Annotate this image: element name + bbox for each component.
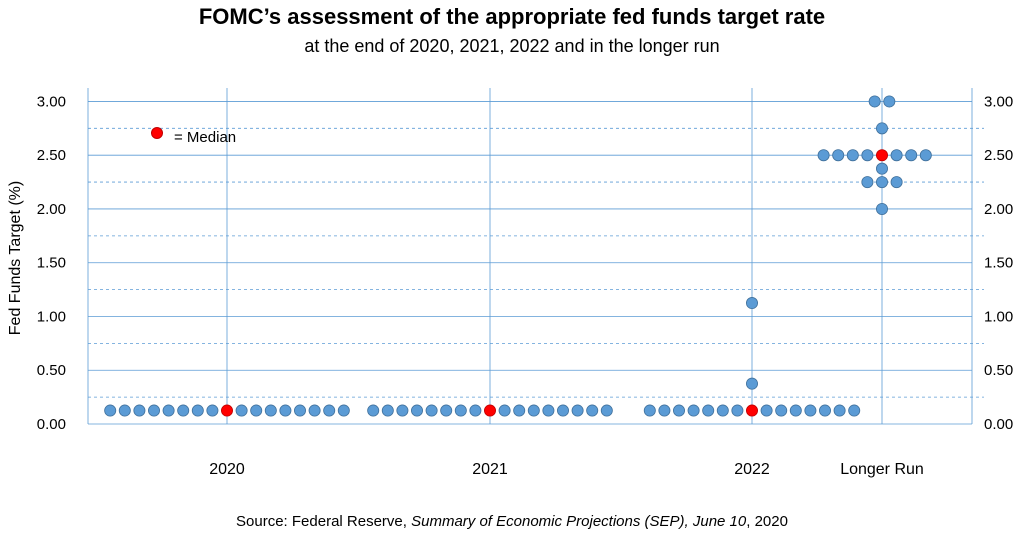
projection-dot <box>235 404 248 417</box>
source-suffix: , 2020 <box>746 513 788 530</box>
projection-dot <box>861 176 874 189</box>
axes: 0.00 0.50 1.00 1.50 2.00 2.50 3.00 0.00 0.50 1.00… <box>7 88 1013 478</box>
projection-dot <box>876 122 889 135</box>
y-tick-label-left: 2.00 <box>37 201 66 218</box>
y-tick-label-left: 3.00 <box>37 93 66 110</box>
y-tick-label-right: 1.00 <box>984 308 1013 325</box>
median-dot <box>220 404 233 417</box>
projection-dot <box>833 404 846 417</box>
projection-dot <box>817 149 830 162</box>
y-tick-label-right: 0.00 <box>984 416 1013 433</box>
y-tick-label-left: 0.50 <box>37 362 66 379</box>
chart-title: FOMC’s assessment of the appropriate fed… <box>198 4 826 29</box>
projection-dot <box>513 404 526 417</box>
projection-dot <box>760 404 773 417</box>
legend-median-marker <box>151 127 163 139</box>
projection-dot <box>876 162 889 175</box>
chart-subtitle: at the end of 2020, 2021, 2022 and in th… <box>304 36 720 56</box>
projection-dot <box>469 404 482 417</box>
y-axis-title: Fed Funds Target (%) <box>7 181 24 335</box>
projection-dot <box>890 176 903 189</box>
projection-dot <box>454 404 467 417</box>
y-tick-label-right: 3.00 <box>984 93 1013 110</box>
projection-dot <box>832 149 845 162</box>
projection-dot <box>848 404 861 417</box>
projection-dot <box>279 404 292 417</box>
projection-dot <box>337 404 350 417</box>
projection-dot <box>876 176 889 189</box>
projection-dot <box>861 149 874 162</box>
projection-dot <box>868 95 881 108</box>
projection-dot <box>746 297 759 310</box>
y-tick-label-left: 1.50 <box>37 255 66 272</box>
projection-dot <box>890 149 903 162</box>
projection-dot <box>905 149 918 162</box>
projection-dot <box>883 95 896 108</box>
projection-dot <box>716 404 729 417</box>
projection-dot <box>731 404 744 417</box>
x-category-label: 2020 <box>209 461 245 478</box>
projection-dot <box>702 404 715 417</box>
projection-dot <box>177 404 190 417</box>
x-category-label: 2022 <box>734 461 770 478</box>
y-tick-label-right: 2.00 <box>984 201 1013 218</box>
source-title: Summary of Economic Projections (SEP), J… <box>411 513 747 530</box>
legend-label: = Median <box>174 129 236 146</box>
projection-dot <box>673 404 686 417</box>
projection-dot <box>367 404 380 417</box>
projection-dot <box>147 404 160 417</box>
source-prefix: Source: Federal Reserve, <box>236 513 412 530</box>
projection-dot <box>293 404 306 417</box>
projection-dot <box>586 404 599 417</box>
projection-dot <box>571 404 584 417</box>
y-tick-label-left: 2.50 <box>37 147 66 164</box>
projection-dot <box>658 404 671 417</box>
projection-dot <box>846 149 859 162</box>
y-tick-label-right: 1.50 <box>984 255 1013 272</box>
projection-dot <box>308 404 321 417</box>
projection-dot <box>643 404 656 417</box>
median-dot <box>876 149 889 162</box>
median-dot <box>483 404 496 417</box>
projection-dot <box>440 404 453 417</box>
source-note: Source: Federal Reserve, Summary of Econ… <box>0 513 1024 530</box>
projection-dot <box>104 404 117 417</box>
y-tick-label-right: 2.50 <box>984 147 1013 164</box>
projection-dot <box>381 404 394 417</box>
projection-dot <box>250 404 263 417</box>
projection-dot <box>410 404 423 417</box>
projection-dot <box>919 149 932 162</box>
legend: = Median <box>151 127 236 146</box>
projection-dot <box>498 404 511 417</box>
projection-dot <box>323 404 336 417</box>
y-tick-label-left: 0.00 <box>37 416 66 433</box>
x-category-label: Longer Run <box>840 461 924 478</box>
projection-dot <box>600 404 613 417</box>
projection-dot <box>876 202 889 215</box>
projection-dot <box>396 404 409 417</box>
dot-points <box>104 95 932 417</box>
projection-dot <box>819 404 832 417</box>
projection-dot <box>206 404 219 417</box>
x-category-label: 2021 <box>472 461 508 478</box>
projection-dot <box>162 404 175 417</box>
projection-dot <box>527 404 540 417</box>
projection-dot <box>542 404 555 417</box>
projection-dot <box>133 404 146 417</box>
projection-dot <box>687 404 700 417</box>
projection-dot <box>804 404 817 417</box>
y-tick-label-right: 0.50 <box>984 362 1013 379</box>
projection-dot <box>775 404 788 417</box>
projection-dot <box>264 404 277 417</box>
projection-dot <box>118 404 131 417</box>
projection-dot <box>789 404 802 417</box>
y-tick-label-left: 1.00 <box>37 308 66 325</box>
median-dot <box>746 404 759 417</box>
projection-dot <box>557 404 570 417</box>
projection-dot <box>746 377 759 390</box>
projection-dot <box>425 404 438 417</box>
projection-dot <box>191 404 204 417</box>
